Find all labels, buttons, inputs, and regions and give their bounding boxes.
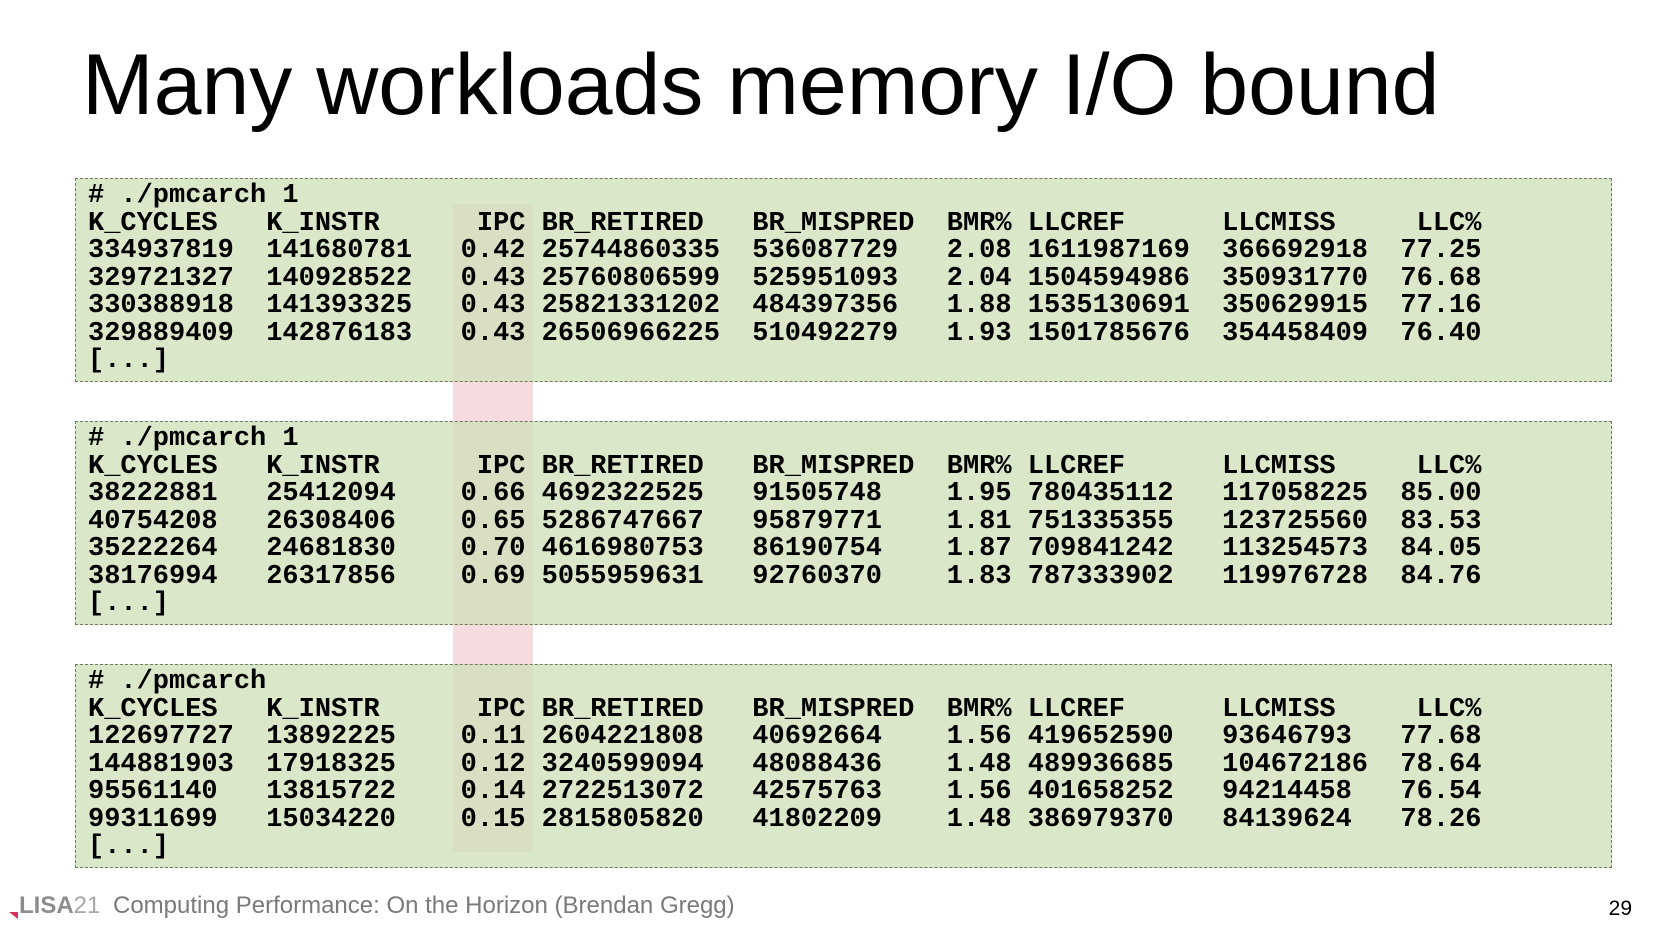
data-row: 99311699 15034220 0.15 2815805820 418022… xyxy=(88,805,1482,835)
data-row: 40754208 26308406 0.65 5286747667 958797… xyxy=(88,507,1482,537)
terminal-output-block: # ./pmcarch 1 K_CYCLES K_INSTR IPC BR_RE… xyxy=(75,178,1612,382)
command-line: # ./pmcarch 1 xyxy=(88,181,299,211)
command-line: # ./pmcarch xyxy=(88,667,267,697)
data-row: 334937819 141680781 0.42 25744860335 536… xyxy=(88,236,1482,266)
truncation-marker: [...] xyxy=(88,832,170,862)
data-row: 144881903 17918325 0.12 3240599094 48088… xyxy=(88,750,1482,780)
data-row: 122697727 13892225 0.11 2604221808 40692… xyxy=(88,722,1482,752)
data-row: 95561140 13815722 0.14 2722513072 425757… xyxy=(88,777,1482,807)
column-header-line: K_CYCLES K_INSTR IPC BR_RETIRED BR_MISPR… xyxy=(88,695,1482,725)
footer-talk-title: Computing Performance: On the Horizon (B… xyxy=(113,892,735,919)
terminal-output-block: # ./pmcarch 1 K_CYCLES K_INSTR IPC BR_RE… xyxy=(75,421,1612,625)
logo-year-text: 21 xyxy=(73,892,101,919)
data-row: 330388918 141393325 0.43 25821331202 484… xyxy=(88,291,1482,321)
data-row: 329889409 142876183 0.43 26506966225 510… xyxy=(88,319,1482,349)
command-line: # ./pmcarch 1 xyxy=(88,424,299,454)
column-header-line: K_CYCLES K_INSTR IPC BR_RETIRED BR_MISPR… xyxy=(88,209,1482,239)
logo-lisa-text: LISA xyxy=(19,892,74,919)
terminal-output-block: # ./pmcarch K_CYCLES K_INSTR IPC BR_RETI… xyxy=(75,664,1612,868)
truncation-marker: [...] xyxy=(88,346,170,376)
data-row: 329721327 140928522 0.43 25760806599 525… xyxy=(88,264,1482,294)
lisa21-logo: LISA21 xyxy=(19,891,100,921)
data-row: 38176994 26317856 0.69 5055959631 927603… xyxy=(88,562,1482,592)
slide-title: Many workloads memory I/O bound xyxy=(82,37,1440,133)
data-row: 35222264 24681830 0.70 4616980753 861907… xyxy=(88,534,1482,564)
data-row: 38222881 25412094 0.66 4692322525 915057… xyxy=(88,479,1482,509)
lisa-logo-mark-icon xyxy=(9,912,18,919)
truncation-marker: [...] xyxy=(88,589,170,619)
column-header-line: K_CYCLES K_INSTR IPC BR_RETIRED BR_MISPR… xyxy=(88,452,1482,482)
page-number: 29 xyxy=(1608,897,1632,920)
